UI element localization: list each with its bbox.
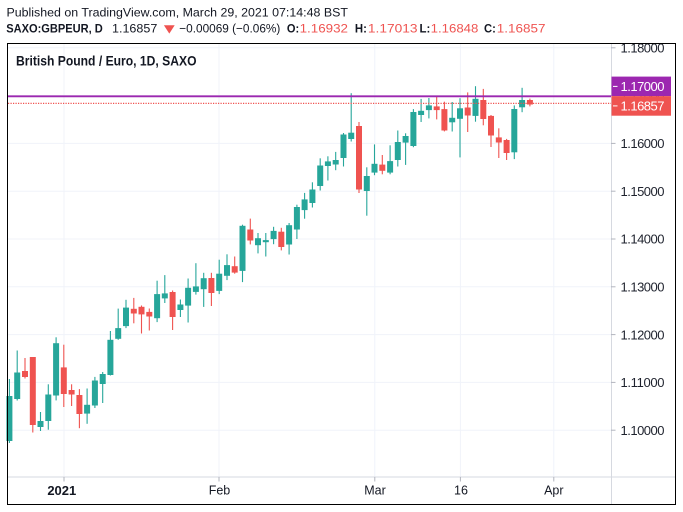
svg-text:1.11000: 1.11000 (621, 375, 665, 390)
svg-text:C:: C: (484, 22, 496, 36)
svg-text:Published on TradingView.com,: Published on TradingView.com, March 29, … (7, 6, 349, 20)
svg-text:Feb: Feb (209, 484, 231, 498)
svg-text:1.16932: 1.16932 (300, 22, 349, 36)
svg-text:1.14000: 1.14000 (621, 232, 665, 247)
svg-text:Apr: Apr (544, 484, 563, 498)
svg-text:−0.00069 (−0.06%): −0.00069 (−0.06%) (179, 22, 280, 36)
svg-text:O:: O: (287, 22, 299, 36)
svg-text:1.10000: 1.10000 (621, 423, 665, 438)
svg-text:1.15000: 1.15000 (621, 184, 665, 199)
svg-text:1.12000: 1.12000 (621, 327, 665, 342)
svg-text:L:: L: (420, 22, 431, 36)
svg-text:1.17013: 1.17013 (368, 22, 418, 36)
svg-text:2021: 2021 (47, 483, 76, 498)
svg-text:1.16848: 1.16848 (431, 22, 479, 36)
svg-text:British Pound / Euro, 1D, SAXO: British Pound / Euro, 1D, SAXO (16, 53, 197, 69)
svg-text:1.16000: 1.16000 (621, 136, 665, 151)
svg-text:Mar: Mar (364, 484, 386, 498)
svg-text:SAXO:GBPEUR, D: SAXO:GBPEUR, D (6, 22, 103, 36)
svg-text:H:: H: (355, 22, 367, 36)
svg-text:1.17000: 1.17000 (621, 79, 665, 94)
svg-text:1.16857: 1.16857 (621, 99, 665, 114)
svg-text:1.16857: 1.16857 (112, 22, 157, 36)
svg-text:1.16857: 1.16857 (497, 22, 546, 36)
svg-text:1.18000: 1.18000 (621, 41, 665, 56)
svg-text:1.13000: 1.13000 (621, 280, 665, 295)
svg-text:16: 16 (454, 484, 468, 498)
